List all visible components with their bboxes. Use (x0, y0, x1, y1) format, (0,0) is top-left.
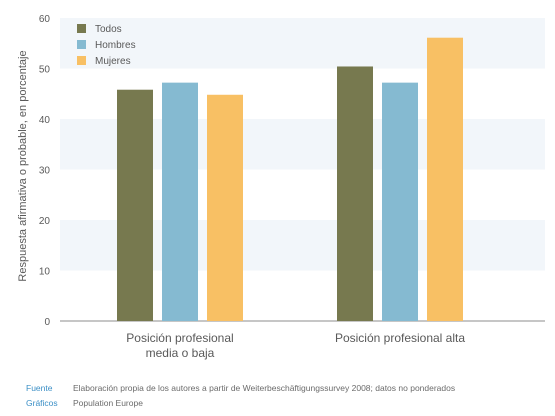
bar (337, 66, 373, 321)
category-label: Posición profesional media o baja (126, 331, 233, 360)
legend-swatch (77, 40, 86, 49)
bars (117, 37, 463, 322)
bar (207, 94, 243, 321)
footer-graphics-label: Gráficos (26, 398, 58, 408)
y-tick-label: 40 (39, 115, 51, 126)
bar (162, 82, 198, 321)
y-axis-ticks: 0 10 20 30 40 50 60 (39, 14, 51, 328)
y-axis-title: Respuesta afirmativa o probable, en porc… (17, 50, 29, 281)
footer-source-label: Fuente (26, 383, 53, 393)
bar (427, 37, 463, 321)
grid-band (60, 18, 545, 69)
bar (382, 82, 418, 321)
y-tick-label: 60 (39, 14, 51, 25)
legend-label: Mujeres (95, 56, 131, 67)
y-tick-label: 20 (39, 216, 51, 227)
y-tick-label: 30 (39, 166, 51, 177)
x-axis-categories: Posición profesional media o baja Posición… (126, 331, 465, 360)
legend-swatch (77, 24, 86, 33)
category-label: Posición profesional alta (335, 331, 465, 345)
y-tick-label: 0 (44, 317, 50, 328)
bar (117, 89, 153, 322)
legend-label: Todos (95, 24, 122, 35)
legend-swatch (77, 56, 86, 65)
y-tick-label: 10 (39, 267, 51, 278)
footer-graphics-text: Population Europe (73, 398, 143, 408)
legend: Todos Hombres Mujeres (77, 24, 136, 67)
bar-chart: 0 10 20 30 40 50 60 Posición profesional media … (17, 14, 545, 360)
footer-graphics: Gráficos Population Europe (26, 397, 143, 409)
legend-label: Hombres (95, 40, 136, 51)
footer-source: Fuente Elaboración propia de los autores … (26, 382, 455, 394)
y-tick-label: 50 (39, 65, 51, 76)
footer-source-text: Elaboración propia de los autores a part… (73, 383, 456, 393)
